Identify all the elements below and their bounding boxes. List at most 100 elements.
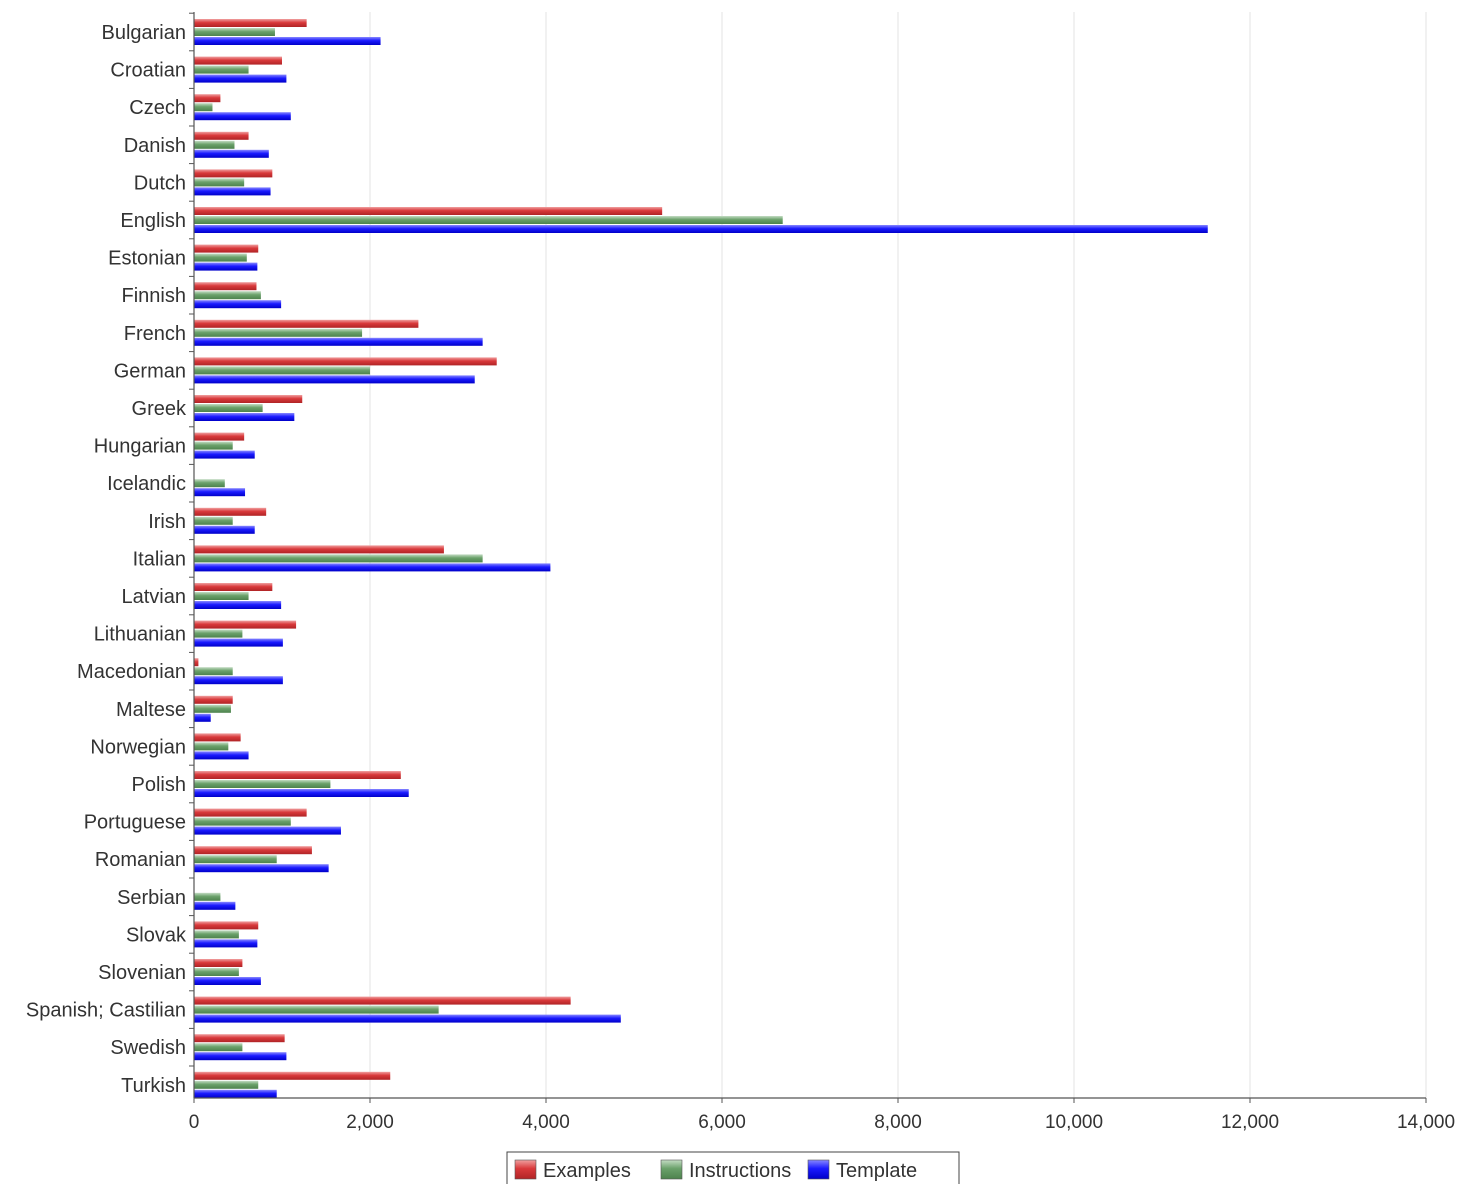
bar-examples [194,996,571,1005]
x-tick-label: 4,000 [522,1112,570,1133]
bar-instructions [194,817,291,826]
category-label: Czech [129,97,186,119]
bar-template [194,1052,287,1061]
bar-template [194,977,261,985]
bar-instructions [194,968,239,976]
bar-examples [194,545,444,554]
bar-examples [194,695,233,704]
bar-template [194,375,475,384]
bar-examples [194,846,312,855]
bar-template [194,1014,621,1023]
bar-examples [194,207,663,215]
x-tick-label: 6,000 [698,1112,746,1133]
bar-instructions [194,855,277,864]
bar-instructions [194,103,213,112]
bar-examples [194,56,282,65]
category-label: Hungarian [94,436,186,458]
bar-examples [194,620,297,629]
legend-swatch-instructions [660,1159,683,1180]
bar-instructions [194,216,783,224]
bar-instructions [194,366,370,375]
bar-instructions [194,629,243,638]
bar-examples [194,319,419,328]
bar-template [194,149,269,158]
category-label: Macedonian [77,661,186,683]
category-label: Danish [124,135,186,157]
bar-examples [194,658,199,667]
category-label: English [120,210,186,232]
bar-instructions [194,328,363,337]
bar-instructions [194,554,483,563]
bar-examples [194,733,241,742]
bar-examples [194,357,497,366]
category-label: Italian [133,548,186,570]
bar-examples [194,19,307,27]
bar-instructions [194,742,229,751]
legend-swatch-examples [514,1159,537,1180]
legend-label: Template [836,1160,917,1182]
category-label: Lithuanian [94,624,186,646]
bar-template [194,413,295,421]
bar-examples [194,921,259,930]
bar-examples [194,771,401,779]
bar-template [194,676,283,685]
bar-examples [194,94,221,103]
bar-examples [194,959,243,967]
category-label: Serbian [117,887,186,909]
bar-instructions [194,892,221,901]
category-label: Estonian [108,248,186,270]
category-label: Croatian [110,60,186,82]
axes [189,12,1427,1103]
x-tick-label: 10,000 [1045,1112,1103,1133]
bar-examples [194,507,267,516]
bar-template [194,864,329,873]
bar-template [194,112,291,121]
bar-template [194,563,551,572]
bar-template [194,939,258,948]
category-label: Slovak [126,924,187,946]
bar-instructions [194,28,275,36]
bar-template [194,187,271,196]
bar-instructions [194,930,239,939]
bar-template [194,300,282,309]
bar-examples [194,244,259,253]
category-label: Greek [132,398,187,420]
legend-label: Instructions [689,1160,791,1182]
bar-instructions [194,178,245,187]
bar-examples [194,583,273,591]
bar-template [194,901,236,910]
category-label: Portuguese [84,812,186,834]
bar-instructions [194,404,263,412]
x-tick-label: 0 [189,1112,200,1133]
legend-box [506,1151,960,1187]
category-label: German [114,360,186,382]
bar-examples [194,395,303,403]
legend: Examples Instructions Template [506,1151,960,1187]
category-label: Icelandic [107,473,186,495]
bar-template [194,789,409,797]
bar-template [194,601,282,609]
category-label: Irish [148,511,186,533]
bar-instructions [194,65,249,74]
x-tick-label: 14,000 [1397,1112,1455,1133]
bar-template [194,525,255,534]
bar-instructions [194,704,231,713]
bar-template [194,751,249,760]
x-tick-labels: 0 2,000 4,000 6,000 8,000 10,000 12,000 14,000 [189,1112,1455,1133]
bar-examples [194,808,307,817]
bar-template [194,638,283,647]
category-labels: Bulgarian Croatian Czech Danish Dutch English… [26,22,187,1097]
category-label: Dutch [134,172,186,194]
bar-instructions [194,780,331,788]
category-label: Spanish; Castilian [26,1000,186,1022]
bar-instructions [194,140,235,149]
bar-examples [194,282,257,291]
bar-examples [194,169,273,178]
x-tick-label: 12,000 [1221,1112,1279,1133]
bar-instructions [194,516,233,525]
category-label: Romanian [95,849,186,871]
bar-instructions [194,1043,243,1052]
bar-template [194,225,1208,233]
bar-instructions [194,441,233,450]
bar-template [194,488,246,497]
